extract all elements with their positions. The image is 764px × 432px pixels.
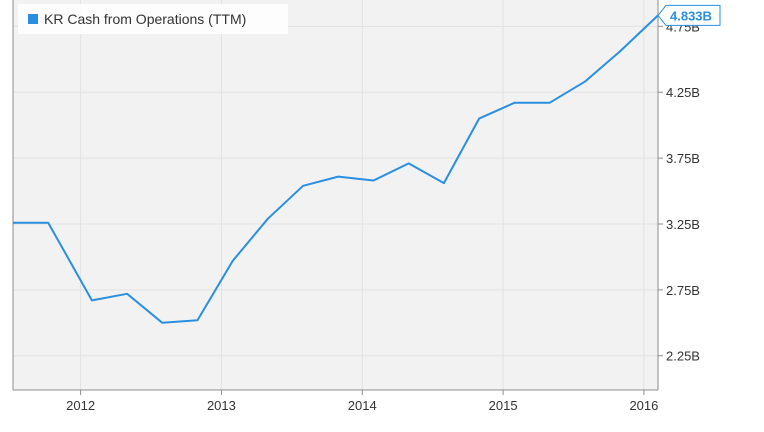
last-value-label: 4.833B (657, 4, 721, 26)
x-axis-ticks: 2012 2013 2014 2015 2016 (66, 390, 658, 413)
series-line-cash-from-operations (13, 14, 659, 324)
legend[interactable]: KR Cash from Operations (TTM) (18, 4, 288, 34)
y-tick-label: 2.25B (666, 349, 700, 364)
legend-label: KR Cash from Operations (TTM) (44, 11, 246, 27)
legend-swatch (28, 14, 38, 24)
x-tick-label: 2014 (348, 398, 377, 413)
x-tick-label: 2013 (207, 398, 236, 413)
last-value-box (657, 4, 721, 26)
last-value-text: 4.833B (670, 8, 712, 23)
x-tick-label: 2016 (629, 398, 658, 413)
legend-background (18, 4, 288, 34)
x-tick-label: 2015 (489, 398, 518, 413)
x-tick-label: 2012 (66, 398, 95, 413)
y-tick-label: 3.25B (666, 217, 700, 232)
y-tick-label: 2.75B (666, 283, 700, 298)
y-tick-label: 4.25B (666, 85, 700, 100)
y-tick-label: 3.75B (666, 151, 700, 166)
plot-background (13, 0, 658, 390)
